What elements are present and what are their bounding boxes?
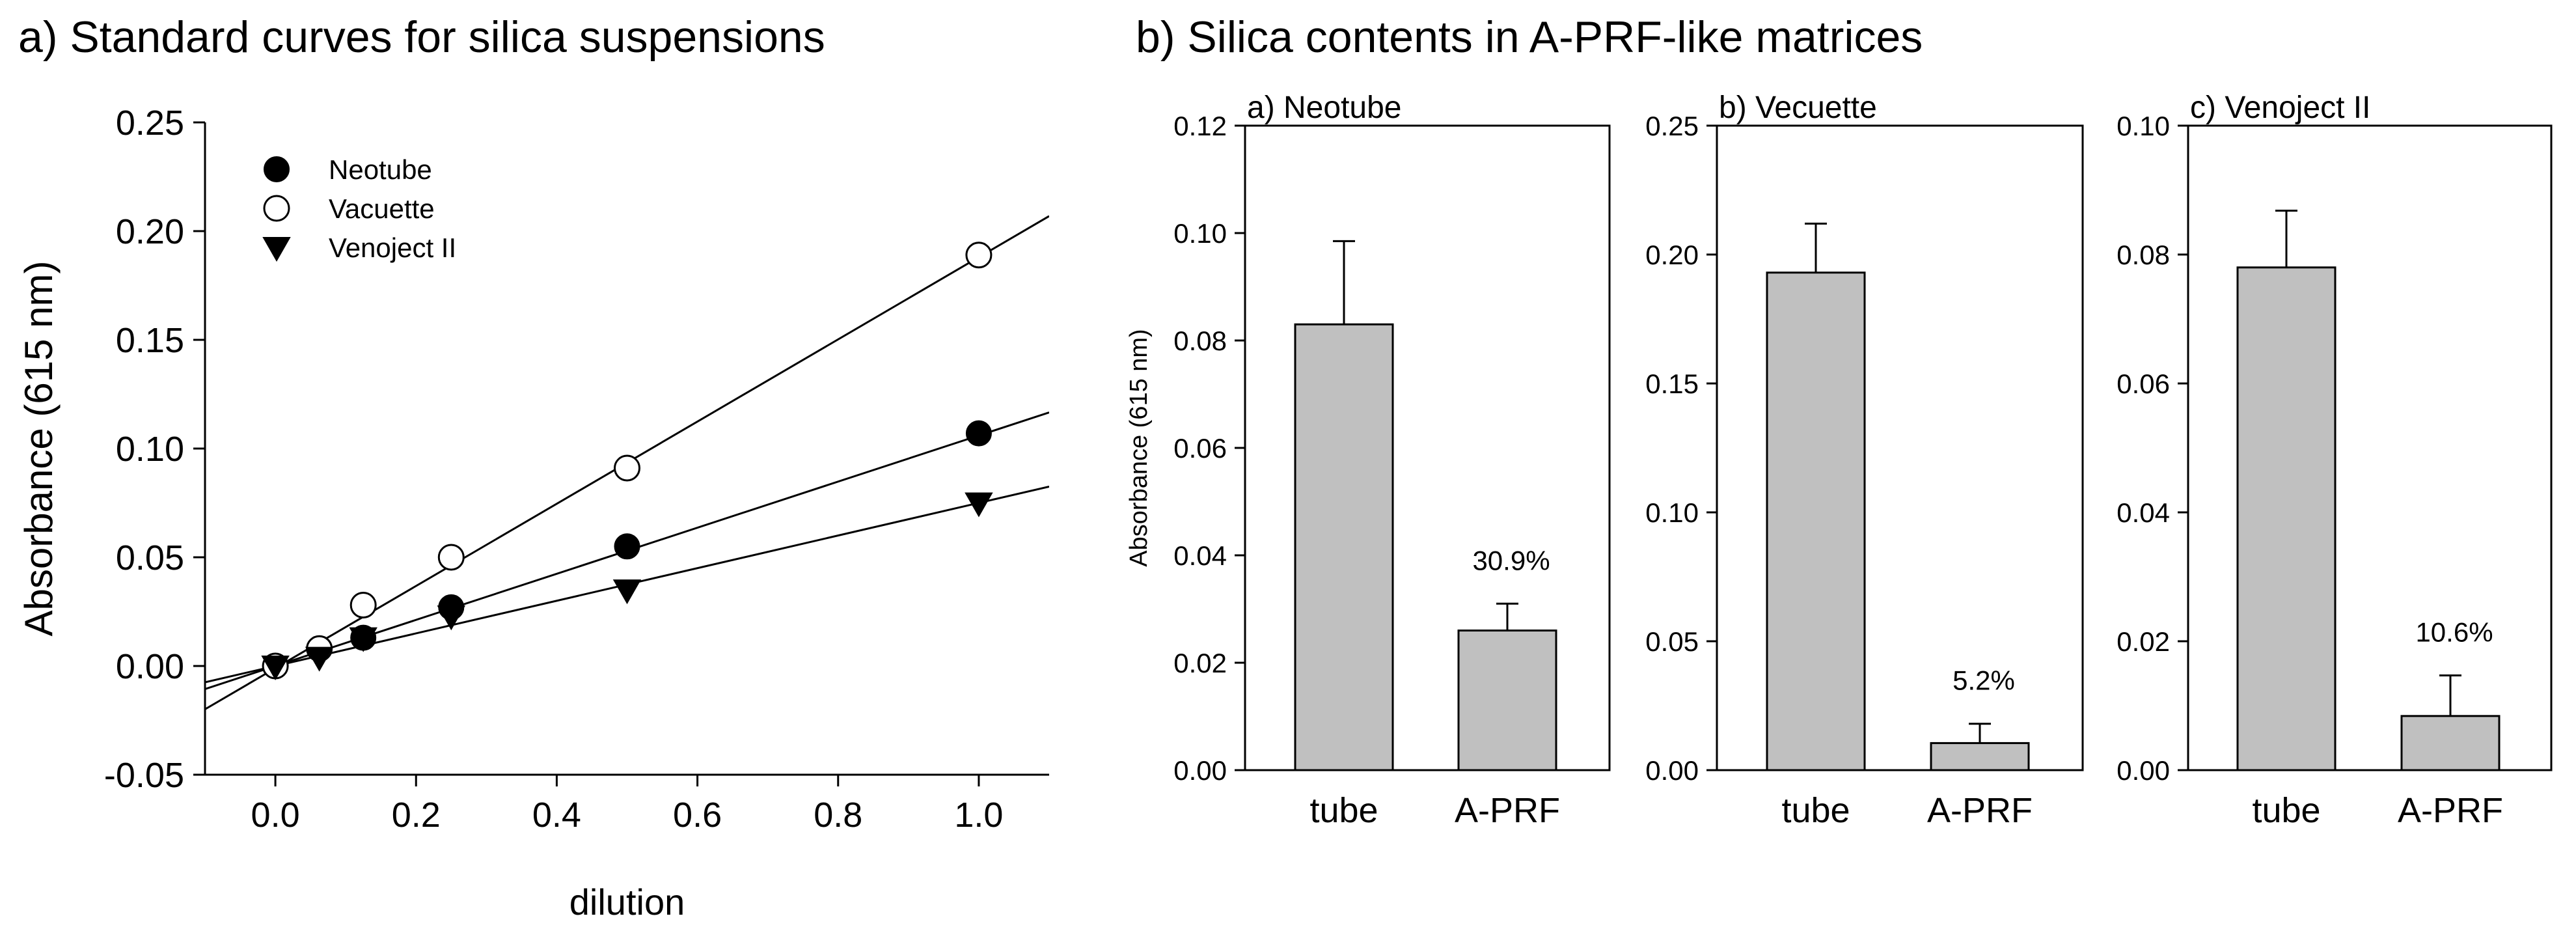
silica-content-bar-charts: a) Neotube 0.00 0.02 0.04 0.06 0.08 0.10 0.12 Ab…	[1125, 90, 2553, 830]
plot-frame	[1716, 124, 2084, 771]
y-tick-label: 0.02	[2117, 626, 2170, 657]
bar-a-prf	[1457, 630, 1557, 771]
y-tick-label: 0.25	[116, 104, 184, 143]
plot-frame	[2187, 124, 2553, 771]
panel-title: a) Neotube	[1247, 90, 1402, 125]
y-tick-label: 0.06	[1173, 433, 1227, 464]
data-point-venoject-ii	[965, 492, 993, 518]
data-point-vacuette	[437, 544, 465, 571]
data-point-venoject-ii	[349, 627, 377, 652]
y-tick-label: 0.00	[2117, 755, 2170, 786]
data-point-vacuette	[965, 242, 993, 269]
data-point-venoject-ii	[305, 646, 334, 672]
x-tick-label: 0.0	[251, 796, 300, 835]
y-tick-label: 0.02	[1173, 648, 1227, 678]
bar-chart-b-vecuette: b) Vecuette 0.00 0.05 0.10 0.15 0.20 0.25 tube A…	[1645, 90, 2084, 830]
y-tick-label: 0.00	[1173, 755, 1227, 786]
legend-marker-venoject-ii	[262, 237, 291, 262]
x-tick-label: 0.8	[814, 796, 862, 835]
percent-annotation: 10.6%	[2415, 617, 2493, 647]
y-tick-label: -0.05	[104, 756, 184, 795]
category-label-a-prf: A-PRF	[1455, 791, 1560, 830]
bar-tube	[1766, 271, 1866, 771]
y-tick-label: 0.15	[1645, 368, 1699, 399]
data-point-neotube	[614, 533, 640, 560]
category-label-tube: tube	[2252, 791, 2320, 830]
y-tick-label: 0.10	[1645, 497, 1699, 528]
percent-annotation: 30.9%	[1472, 545, 1550, 575]
panel-b-heading: b) Silica contents in A-PRF-like matrice…	[1136, 12, 1923, 62]
y-tick-label: 0.00	[1645, 755, 1699, 786]
legend-label-vacuette: Vacuette	[329, 193, 435, 224]
bar-chart-c-venoject-ii: c) Venoject II 0.00 0.02 0.04 0.06 0.08 0.10 tu…	[2117, 90, 2553, 830]
x-tick-label: 0.2	[392, 796, 441, 835]
y-tick-label: 0.12	[1173, 111, 1227, 141]
y-tick-label: 0.10	[1173, 218, 1227, 249]
percent-annotation: 5.2%	[1953, 665, 2015, 696]
data-point-venoject-ii	[437, 605, 466, 631]
panel-a-heading: a) Standard curves for silica suspension…	[18, 12, 825, 62]
y-axis-label: Absorbance (615 nm)	[1125, 329, 1153, 566]
category-label-a-prf: A-PRF	[1927, 791, 2033, 830]
y-axis-label: Absorbance (615 nm)	[17, 261, 61, 637]
y-tick-label: 0.08	[1173, 326, 1227, 356]
legend-marker-neotube	[264, 156, 290, 182]
bar-chart-a-neotube: a) Neotube 0.00 0.02 0.04 0.06 0.08 0.10 0.12 Ab…	[1125, 90, 1611, 830]
standard-curves-chart: -0.05 0.00 0.05 0.10 0.15 0.20 0.25 0.0 0.2 0.4 0.…	[17, 104, 1049, 922]
data-point-vacuette	[349, 591, 377, 618]
data-point-neotube	[965, 420, 992, 447]
y-tick-label: 0.10	[116, 430, 184, 469]
y-tick-label: 0.00	[116, 647, 184, 686]
data-point-vacuette	[614, 454, 640, 482]
y-tick-label: 0.15	[116, 321, 184, 360]
y-tick-label: 0.05	[116, 538, 184, 577]
y-tick-label: 0.25	[1645, 111, 1699, 141]
category-label-a-prf: A-PRF	[2398, 791, 2503, 830]
x-tick-label: 0.6	[673, 796, 722, 835]
data-point-venoject-ii	[261, 656, 290, 681]
data-point-venoject-ii	[612, 579, 642, 605]
panel-title: b) Vecuette	[1719, 90, 1877, 125]
legend-label-neotube: Neotube	[329, 154, 432, 185]
x-tick-label: 1.0	[954, 796, 1003, 835]
legend-label-venoject-ii: Venoject II	[329, 232, 456, 263]
y-tick-label: 0.04	[2117, 497, 2170, 528]
y-tick-label: 0.06	[2117, 368, 2170, 399]
y-tick-label: 0.04	[1173, 540, 1227, 571]
y-tick-label: 0.20	[116, 212, 184, 251]
y-tick-label: 0.20	[1645, 240, 1699, 270]
bar-a-prf	[2400, 715, 2501, 771]
category-label-tube: tube	[1309, 791, 1378, 830]
legend-marker-vacuette	[263, 195, 290, 222]
panel-title: c) Venoject II	[2190, 90, 2370, 125]
category-label-tube: tube	[1781, 791, 1850, 830]
y-tick-label: 0.05	[1645, 626, 1699, 657]
y-tick-label: 0.08	[2117, 240, 2170, 270]
bar-tube	[1294, 323, 1394, 771]
bar-tube	[2236, 266, 2336, 771]
x-tick-label: 0.4	[532, 796, 581, 835]
bar-a-prf	[1930, 742, 2030, 771]
y-tick-label: 0.10	[2117, 111, 2170, 141]
x-axis-label: dilution	[569, 881, 685, 922]
